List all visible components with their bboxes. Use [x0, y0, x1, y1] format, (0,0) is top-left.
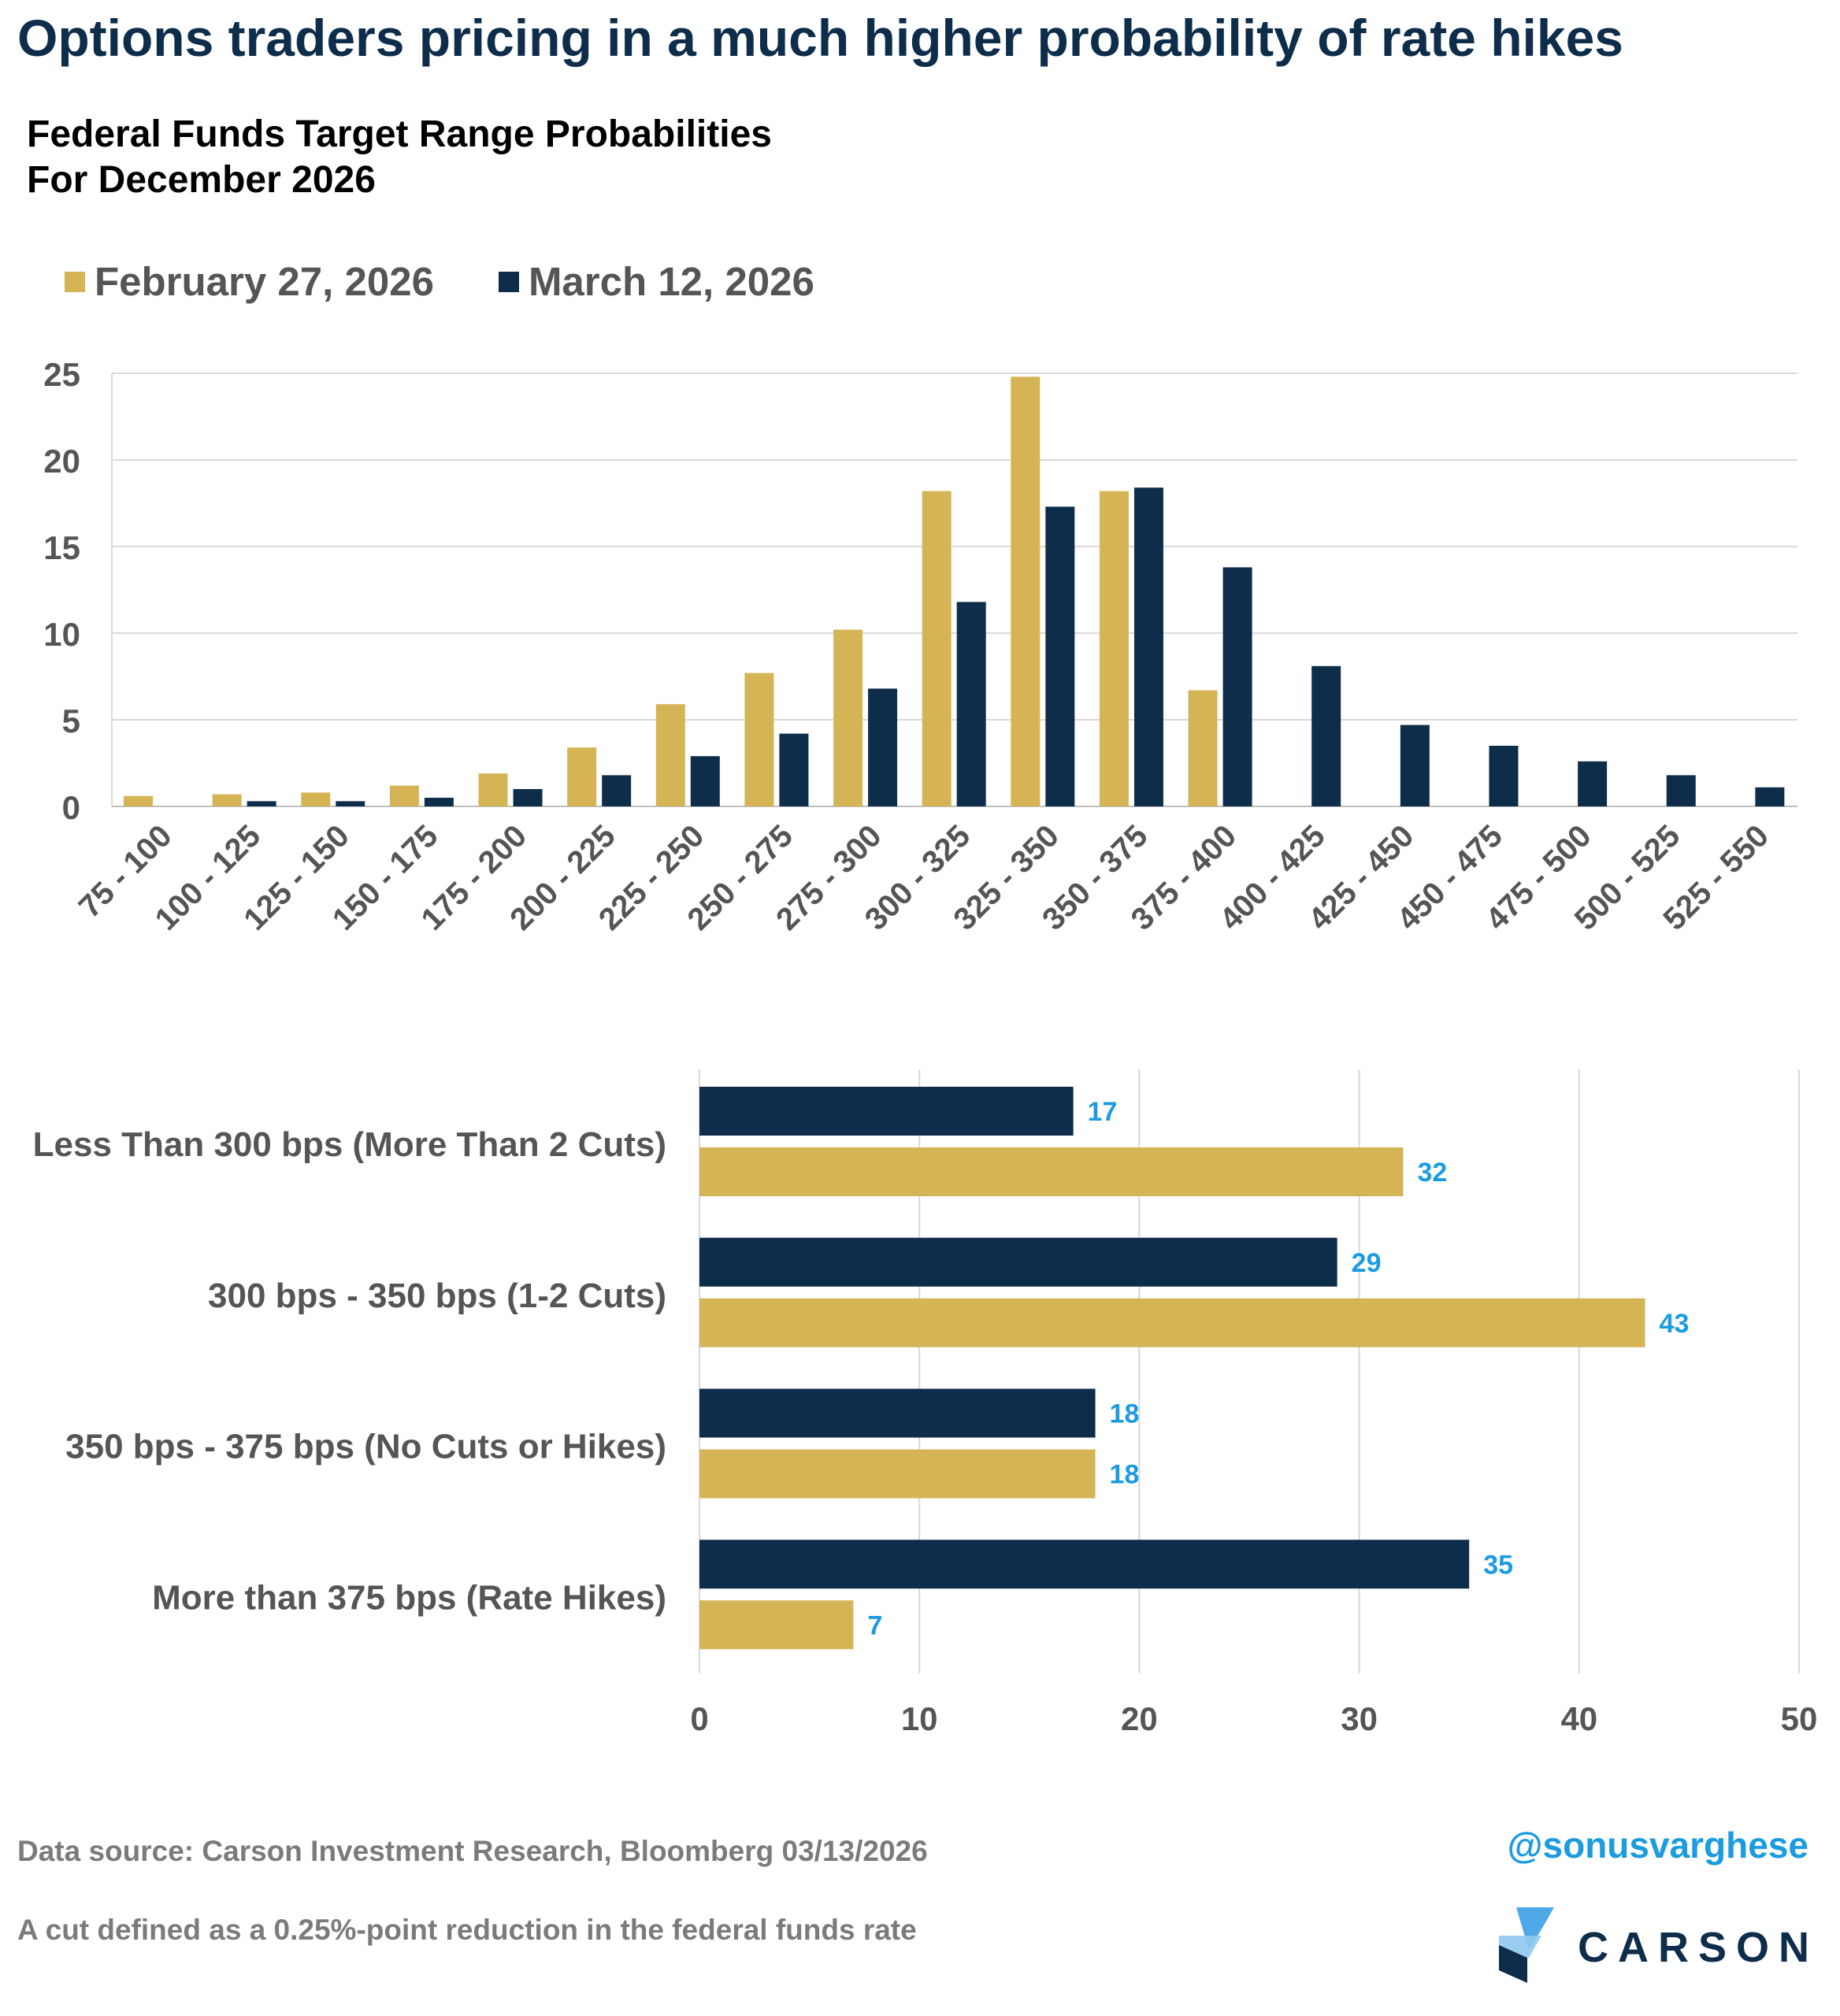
bar-feb	[833, 629, 863, 806]
bar-feb	[699, 1600, 854, 1650]
data-label: 18	[1110, 1399, 1140, 1429]
y-category-label: More than 375 bps (Rate Hikes)	[152, 1578, 666, 1617]
y-tick-label: 15	[43, 529, 80, 566]
footnote: A cut defined as a 0.25%-point reduction…	[17, 1914, 917, 1946]
bar-feb	[212, 794, 242, 806]
chart-subtitle: Federal Funds Target Range Probabilities…	[27, 112, 772, 203]
bar-mar	[868, 688, 898, 806]
bar-mar	[336, 801, 365, 806]
legend-label-feb: February 27, 2026	[95, 259, 434, 304]
subtitle-line-1: Federal Funds Target Range Probabilities	[27, 113, 772, 155]
x-tick-label: 10	[901, 1700, 938, 1737]
bar-mar	[1311, 665, 1341, 806]
legend-swatch-feb	[65, 271, 85, 292]
data-source: Data source: Carson Investment Research,…	[17, 1835, 928, 1867]
data-label: 35	[1483, 1550, 1513, 1580]
legend-item-mar: March 12, 2026	[498, 258, 814, 305]
data-label: 7	[867, 1610, 882, 1640]
subtitle-line-2: For December 2026	[27, 159, 376, 201]
bar-feb	[1188, 690, 1218, 806]
y-tick-label: 0	[62, 789, 80, 826]
bar-mar	[699, 1237, 1337, 1287]
horizontal-bar-chart: 0 10 20 30 40 50 17 32 Less Than 300 bps (More T…	[33, 1069, 1817, 1737]
bar-feb	[699, 1449, 1096, 1499]
legend-label-mar: March 12, 2026	[528, 259, 814, 304]
bar-mar	[424, 798, 454, 806]
bar-feb	[1011, 376, 1041, 806]
bar-mar	[247, 801, 276, 806]
bar-mar	[602, 775, 632, 806]
carson-logo-icon	[1499, 1907, 1554, 1983]
bar-mar	[513, 789, 543, 806]
bar-mar	[1666, 775, 1696, 806]
bar-mar	[1400, 724, 1430, 806]
carson-logo: CARSON	[1493, 1906, 1809, 1992]
y-category-label: 300 bps - 350 bps (1-2 Cuts)	[208, 1277, 666, 1315]
bar-mar	[699, 1087, 1074, 1136]
legend: February 27, 2026 March 12, 2026	[65, 258, 879, 305]
bar-mar	[1489, 746, 1519, 806]
legend-swatch-mar	[498, 271, 519, 292]
bar-feb	[389, 785, 419, 806]
bar-mar	[690, 756, 720, 806]
y-category-label: 350 bps - 375 bps (No Cuts or Hikes)	[65, 1428, 666, 1466]
y-tick-label: 10	[43, 616, 80, 653]
legend-item-feb: February 27, 2026	[65, 258, 434, 305]
bar-feb	[124, 795, 153, 806]
y-tick-label: 25	[43, 356, 80, 393]
data-label: 17	[1088, 1097, 1118, 1127]
y-tick-label: 5	[62, 702, 80, 739]
bar-mar	[1755, 787, 1785, 806]
bar-mar	[1222, 567, 1252, 806]
carson-logo-text: CARSON	[1578, 1924, 1820, 1971]
x-tick-label: 40	[1560, 1700, 1597, 1737]
y-tick-label: 20	[43, 443, 80, 480]
bar-mar	[956, 602, 986, 806]
bar-feb	[478, 773, 508, 806]
x-tick-label: 30	[1341, 1700, 1378, 1737]
bar-feb	[922, 491, 952, 806]
bar-feb	[744, 673, 774, 806]
author-handle[interactable]: @sonusvarghese	[1507, 1825, 1808, 1866]
y-category-label: Less Than 300 bps (More Than 2 Cuts)	[33, 1125, 666, 1164]
bar-feb	[301, 792, 331, 806]
bar-feb	[699, 1298, 1645, 1347]
x-tick-label: 0	[690, 1700, 708, 1737]
x-tick-label: 20	[1121, 1700, 1158, 1737]
bar-feb	[1099, 491, 1129, 806]
data-label: 29	[1352, 1248, 1382, 1278]
bar-feb	[655, 704, 685, 806]
bar-mar	[699, 1540, 1470, 1589]
bar-mar	[699, 1388, 1096, 1438]
bar-mar	[1133, 487, 1163, 806]
data-label: 18	[1110, 1460, 1140, 1490]
data-label: 43	[1660, 1309, 1690, 1339]
bar-feb	[699, 1147, 1404, 1196]
bar-mar	[1578, 761, 1608, 806]
bar-feb	[567, 747, 597, 806]
bar-mar	[1045, 506, 1075, 806]
page-title: Options traders pricing in a much higher…	[17, 9, 1624, 67]
x-tick-label: 50	[1781, 1700, 1818, 1737]
data-label: 32	[1417, 1158, 1447, 1188]
bar-mar	[779, 733, 809, 806]
